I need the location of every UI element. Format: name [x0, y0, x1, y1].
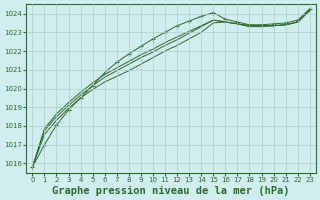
X-axis label: Graphe pression niveau de la mer (hPa): Graphe pression niveau de la mer (hPa): [52, 186, 290, 196]
